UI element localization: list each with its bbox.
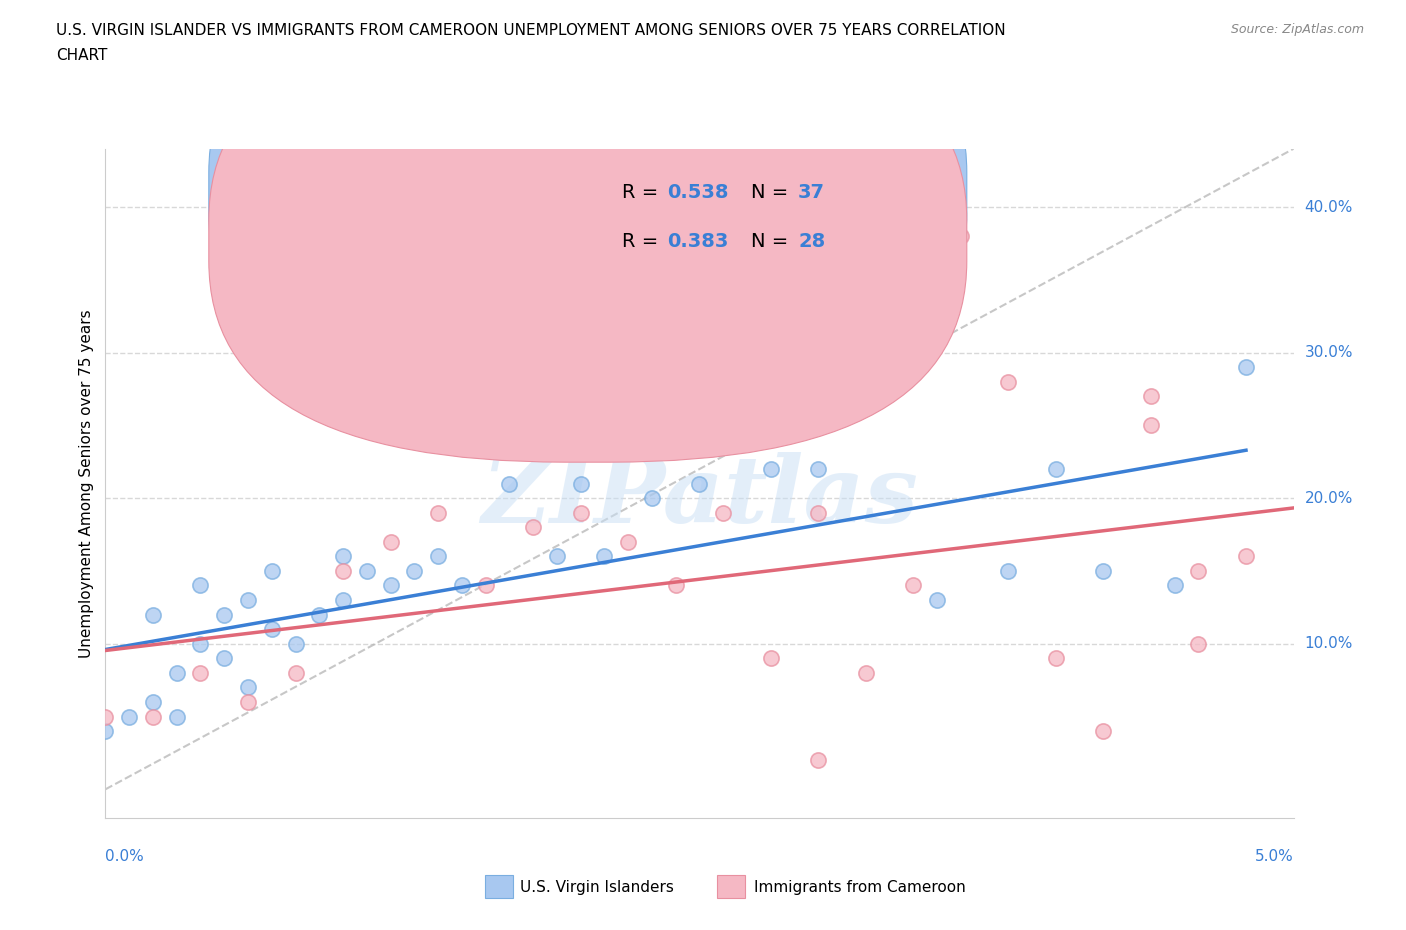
Point — [593, 549, 616, 564]
Point — [1092, 564, 1115, 578]
Point — [903, 578, 925, 593]
Point — [807, 461, 830, 476]
Point — [260, 564, 283, 578]
Point — [1140, 418, 1163, 432]
Point — [356, 564, 378, 578]
Text: 10.0%: 10.0% — [1305, 636, 1353, 651]
Point — [404, 564, 426, 578]
Point — [855, 665, 877, 680]
Point — [1187, 636, 1209, 651]
Point — [1045, 651, 1067, 666]
Point — [236, 592, 259, 607]
Text: ZIPatlas: ZIPatlas — [481, 452, 918, 542]
Text: 37: 37 — [799, 183, 825, 202]
Y-axis label: Unemployment Among Seniors over 75 years: Unemployment Among Seniors over 75 years — [79, 310, 94, 658]
Point — [166, 665, 188, 680]
Point — [427, 549, 450, 564]
Point — [214, 607, 236, 622]
Point — [284, 665, 307, 680]
Point — [498, 476, 520, 491]
Point — [190, 636, 212, 651]
Point — [522, 520, 544, 535]
Text: U.S. VIRGIN ISLANDER VS IMMIGRANTS FROM CAMEROON UNEMPLOYMENT AMONG SENIORS OVER: U.S. VIRGIN ISLANDER VS IMMIGRANTS FROM … — [56, 23, 1005, 38]
Point — [214, 651, 236, 666]
Point — [1187, 564, 1209, 578]
Text: 5.0%: 5.0% — [1254, 849, 1294, 864]
Point — [1234, 360, 1257, 375]
Point — [1092, 724, 1115, 738]
Text: 0.0%: 0.0% — [105, 849, 145, 864]
Point — [759, 651, 782, 666]
Point — [1045, 461, 1067, 476]
Point — [308, 607, 330, 622]
Point — [1164, 578, 1187, 593]
Text: Immigrants from Cameroon: Immigrants from Cameroon — [754, 880, 966, 895]
Point — [94, 724, 117, 738]
Point — [236, 695, 259, 710]
FancyBboxPatch shape — [209, 0, 967, 415]
Text: 28: 28 — [799, 232, 825, 251]
Text: 30.0%: 30.0% — [1305, 345, 1353, 360]
Point — [118, 709, 141, 724]
Point — [474, 578, 496, 593]
Point — [380, 535, 402, 550]
Point — [190, 665, 212, 680]
Point — [665, 578, 688, 593]
Point — [711, 505, 734, 520]
Point — [332, 564, 354, 578]
Point — [569, 505, 592, 520]
Point — [142, 695, 165, 710]
Text: 0.383: 0.383 — [668, 232, 728, 251]
Point — [759, 461, 782, 476]
Point — [450, 578, 472, 593]
Point — [807, 505, 830, 520]
Point — [689, 476, 711, 491]
Point — [94, 709, 117, 724]
Text: U.S. Virgin Islanders: U.S. Virgin Islanders — [520, 880, 673, 895]
Point — [236, 680, 259, 695]
Point — [1234, 549, 1257, 564]
Point — [949, 229, 972, 244]
FancyBboxPatch shape — [717, 875, 745, 898]
Point — [569, 476, 592, 491]
Point — [142, 607, 165, 622]
Text: CHART: CHART — [56, 48, 108, 63]
Point — [332, 592, 354, 607]
Text: 40.0%: 40.0% — [1305, 200, 1353, 215]
Text: Source: ZipAtlas.com: Source: ZipAtlas.com — [1230, 23, 1364, 36]
FancyBboxPatch shape — [538, 159, 896, 276]
Point — [641, 491, 664, 506]
Text: N =: N = — [751, 183, 794, 202]
Point — [190, 578, 212, 593]
Point — [260, 622, 283, 637]
Point — [142, 709, 165, 724]
Point — [284, 636, 307, 651]
Text: R =: R = — [623, 232, 665, 251]
Point — [617, 535, 640, 550]
Point — [380, 578, 402, 593]
Text: 20.0%: 20.0% — [1305, 491, 1353, 506]
Point — [332, 549, 354, 564]
Point — [927, 592, 949, 607]
Point — [546, 549, 568, 564]
Point — [427, 505, 450, 520]
Point — [166, 709, 188, 724]
Text: R =: R = — [623, 183, 665, 202]
Point — [1140, 389, 1163, 404]
FancyBboxPatch shape — [485, 875, 513, 898]
Point — [997, 374, 1019, 389]
Text: N =: N = — [751, 232, 794, 251]
FancyBboxPatch shape — [209, 19, 967, 462]
Point — [807, 752, 830, 767]
Text: 0.538: 0.538 — [668, 183, 728, 202]
Point — [997, 564, 1019, 578]
